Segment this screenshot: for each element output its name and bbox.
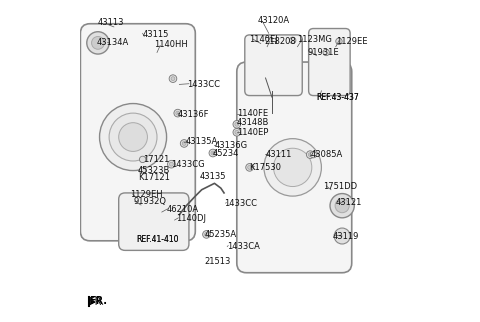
Circle shape [87, 32, 109, 54]
Circle shape [209, 149, 216, 157]
Text: 43136G: 43136G [215, 141, 248, 150]
Text: 1433CG: 1433CG [171, 160, 205, 169]
Text: 1140HH: 1140HH [154, 40, 188, 49]
Circle shape [246, 164, 253, 171]
Circle shape [182, 142, 186, 145]
Text: K17121: K17121 [138, 174, 170, 183]
Circle shape [99, 104, 167, 171]
Circle shape [140, 156, 146, 163]
Text: 91932Q: 91932Q [133, 197, 166, 206]
Circle shape [180, 140, 188, 147]
Text: 1140FE: 1140FE [237, 109, 268, 118]
Text: REF.41-410: REF.41-410 [136, 235, 179, 244]
Text: REF.43-437: REF.43-437 [317, 93, 360, 102]
Text: 43113: 43113 [98, 18, 124, 27]
Circle shape [306, 151, 314, 158]
Text: 1140DJ: 1140DJ [176, 214, 206, 223]
Text: 45323B: 45323B [138, 166, 170, 175]
Text: 43136F: 43136F [178, 110, 209, 119]
Circle shape [140, 167, 146, 174]
Text: 43111: 43111 [265, 150, 292, 159]
Text: 218208: 218208 [264, 37, 296, 46]
Text: 43148B: 43148B [237, 118, 269, 127]
Text: 91931E: 91931E [307, 48, 339, 57]
FancyBboxPatch shape [237, 62, 352, 273]
Circle shape [235, 122, 239, 126]
Text: 1751DD: 1751DD [323, 182, 357, 191]
Text: 43134A: 43134A [96, 38, 129, 47]
Circle shape [174, 109, 181, 117]
Text: 1433CC: 1433CC [187, 80, 220, 89]
Circle shape [248, 166, 252, 169]
Circle shape [176, 111, 180, 115]
Circle shape [334, 228, 350, 244]
Text: 1129EE: 1129EE [336, 37, 367, 46]
Circle shape [203, 231, 210, 238]
Circle shape [204, 232, 208, 236]
Text: 1129EH: 1129EH [130, 190, 163, 199]
Text: 45235A: 45235A [205, 230, 237, 239]
Text: REF.41-410: REF.41-410 [136, 235, 179, 244]
Text: 43135: 43135 [200, 173, 227, 182]
Text: FR.: FR. [89, 297, 105, 307]
Text: 1140EJ: 1140EJ [250, 35, 278, 44]
Circle shape [211, 151, 215, 155]
Circle shape [264, 139, 322, 196]
Circle shape [109, 113, 157, 161]
Text: 43115: 43115 [143, 30, 169, 39]
Text: 1433CC: 1433CC [224, 199, 257, 208]
Circle shape [330, 194, 354, 218]
FancyBboxPatch shape [119, 193, 189, 251]
Text: 21513: 21513 [205, 257, 231, 266]
Text: 1433CA: 1433CA [227, 242, 260, 251]
Circle shape [310, 151, 317, 158]
Text: 43121: 43121 [336, 198, 362, 207]
FancyBboxPatch shape [309, 29, 350, 96]
Circle shape [323, 49, 329, 56]
Circle shape [336, 38, 342, 44]
Text: 45234: 45234 [213, 148, 239, 157]
Circle shape [308, 153, 312, 156]
Text: 43085A: 43085A [310, 150, 342, 159]
Circle shape [233, 128, 240, 136]
Circle shape [235, 130, 239, 134]
Text: REF.43-437: REF.43-437 [317, 93, 360, 102]
Text: 1123MG: 1123MG [298, 35, 332, 44]
Circle shape [274, 148, 312, 186]
FancyBboxPatch shape [80, 24, 195, 241]
Circle shape [289, 37, 296, 43]
Text: 1140EP: 1140EP [237, 128, 268, 137]
Text: K17530: K17530 [250, 163, 282, 172]
Circle shape [119, 123, 147, 151]
Circle shape [169, 162, 173, 166]
Text: 43120A: 43120A [258, 16, 290, 25]
Text: 46210A: 46210A [167, 205, 199, 214]
Text: FR.: FR. [89, 296, 108, 306]
Circle shape [168, 160, 175, 168]
Text: 43135A: 43135A [186, 137, 218, 146]
Text: 17121: 17121 [143, 155, 169, 164]
Circle shape [171, 77, 175, 80]
Circle shape [233, 120, 240, 128]
Circle shape [335, 199, 349, 213]
Circle shape [92, 36, 104, 49]
Text: 43119: 43119 [333, 232, 359, 241]
FancyBboxPatch shape [245, 35, 302, 96]
Circle shape [169, 75, 177, 82]
